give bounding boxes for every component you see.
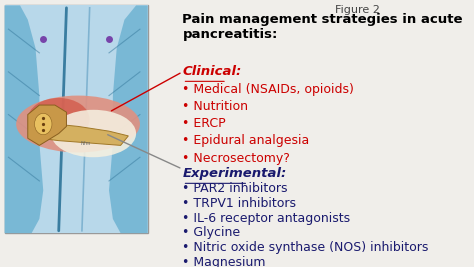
Polygon shape [5, 5, 43, 233]
Polygon shape [109, 5, 148, 233]
Text: Figure 2: Figure 2 [335, 5, 380, 15]
Text: Pain management strategies in acute
pancreatitis:: Pain management strategies in acute panc… [182, 13, 463, 41]
Text: • PAR2 inhibitors: • PAR2 inhibitors [182, 182, 288, 195]
Text: • Magnesium: • Magnesium [182, 256, 266, 267]
Text: • Nitric oxide synthase (NOS) inhibitors: • Nitric oxide synthase (NOS) inhibitors [182, 241, 429, 254]
Text: • IL-6 receptor antagonists: • IL-6 receptor antagonists [182, 211, 351, 225]
FancyBboxPatch shape [5, 5, 148, 233]
Polygon shape [5, 5, 148, 233]
Ellipse shape [28, 98, 90, 141]
Polygon shape [28, 105, 66, 145]
Text: • TRPV1 inhibitors: • TRPV1 inhibitors [182, 197, 297, 210]
Text: • Medical (NSAIDs, opioids): • Medical (NSAIDs, opioids) [182, 83, 355, 96]
Text: • Nutrition: • Nutrition [182, 100, 248, 113]
Ellipse shape [51, 110, 136, 157]
Text: • ERCP: • ERCP [182, 117, 226, 130]
Ellipse shape [16, 96, 140, 152]
Ellipse shape [35, 113, 52, 135]
Text: Clinical:: Clinical: [182, 65, 242, 78]
Polygon shape [39, 124, 128, 145]
Text: • Glycine: • Glycine [182, 226, 241, 239]
Text: Experimental:: Experimental: [182, 167, 287, 180]
Text: • Epidural analgesia: • Epidural analgesia [182, 135, 310, 147]
Text: • Necrosectomy?: • Necrosectomy? [182, 152, 291, 165]
Text: Nfm: Nfm [81, 140, 91, 146]
